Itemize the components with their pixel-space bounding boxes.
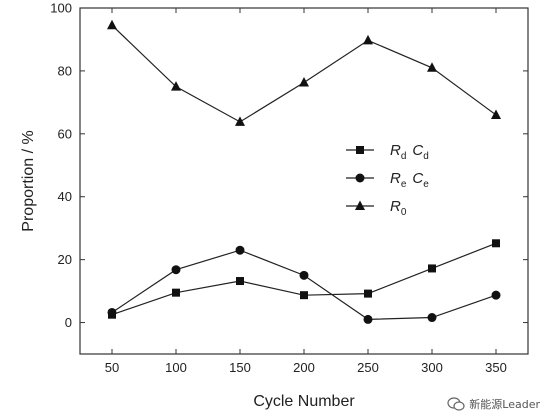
x-tick-label: 350 [485, 360, 507, 375]
legend: Rd Cd Re Ce R0 [346, 142, 429, 218]
series-1-point [299, 270, 309, 280]
y-tick-label: 40 [58, 189, 72, 204]
x-axis-title: Cycle Number [253, 393, 355, 410]
x-tick-label: 50 [105, 360, 119, 375]
y-tick-label: 80 [58, 63, 72, 78]
series-1-point [171, 265, 181, 275]
legend-marker-1 [355, 173, 365, 183]
series-1-point [363, 314, 373, 324]
series-0-point [492, 239, 500, 248]
series-0-point [172, 288, 180, 297]
series-0-point [364, 289, 372, 298]
legend-marker-0 [356, 146, 364, 154]
legend-label-0: Rd Cd [390, 142, 429, 162]
series-2-point [235, 116, 245, 126]
series-1-point [235, 245, 245, 255]
series-0-point [428, 264, 436, 273]
x-tick-label: 150 [229, 360, 251, 375]
watermark: 新能源Leader [447, 396, 540, 412]
legend-marker-2 [355, 200, 365, 210]
x-tick-label: 300 [421, 360, 443, 375]
series-1-point [427, 313, 437, 323]
series-line-2 [111, 24, 497, 123]
y-tick-label: 100 [50, 1, 72, 16]
watermark-text: 新能源Leader [469, 398, 540, 411]
x-tick-label: 200 [293, 360, 315, 375]
y-tick-label: 60 [58, 126, 72, 141]
x-tick-label: 250 [357, 360, 379, 375]
series-1-point [491, 290, 501, 300]
y-tick-label: 0 [65, 315, 72, 330]
wechat-icon [447, 397, 465, 411]
axes: 50 100 150 200 250 300 350 0 20 40 60 80 100 Cycle Nu… [20, 1, 529, 410]
y-axis-title: Proportion / % [20, 130, 37, 231]
series-0-point [300, 291, 308, 300]
legend-label-1: Re Ce [390, 170, 429, 190]
series-line-1 [111, 249, 497, 321]
series-0-point [236, 277, 244, 286]
series-2-point [299, 77, 309, 87]
series-2-point [491, 109, 501, 119]
series-2-point [427, 62, 437, 72]
x-tick-label: 100 [165, 360, 187, 375]
series-2-point [363, 34, 373, 45]
series-1-point [107, 307, 117, 317]
legend-label-2: R0 [390, 198, 407, 218]
y-tick-label: 20 [58, 252, 72, 267]
series-2-point [171, 81, 181, 91]
series-group [107, 19, 501, 324]
series-2-point [107, 19, 117, 30]
